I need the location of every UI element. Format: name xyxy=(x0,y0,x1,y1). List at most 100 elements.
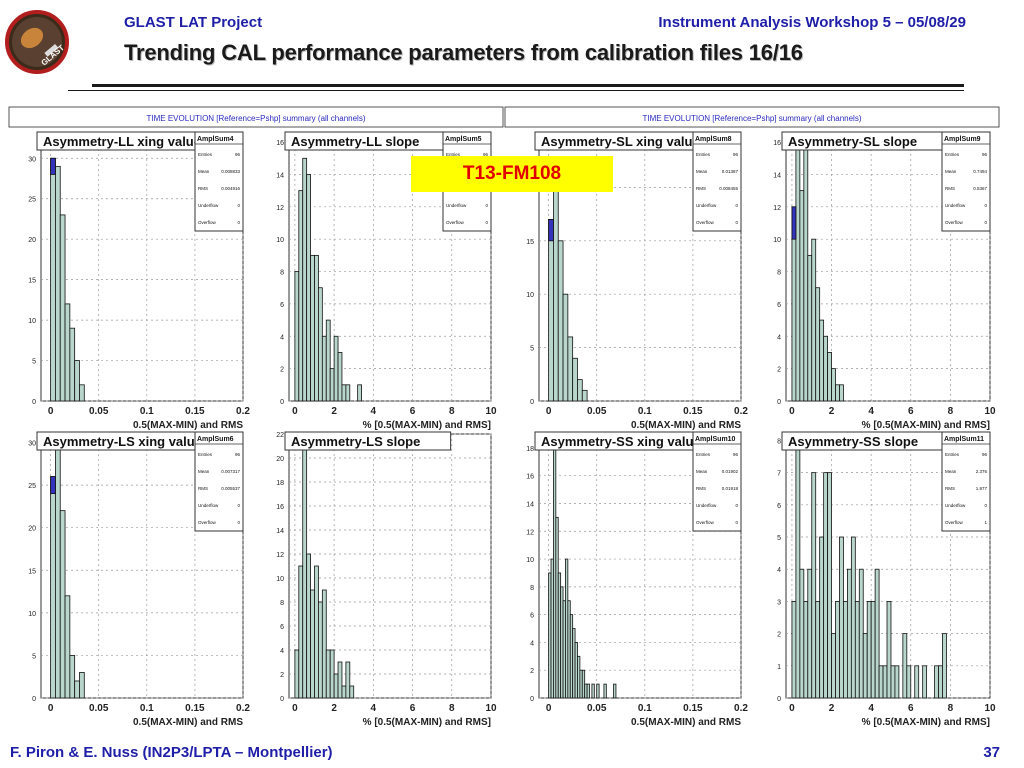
y-tick-label: 5 xyxy=(32,359,36,366)
workshop-label: Instrument Analysis Workshop 5 – 05/08/2… xyxy=(658,14,966,31)
y-tick-label: 6 xyxy=(530,613,534,620)
histogram-bar xyxy=(567,336,574,402)
stats-value: 0.008455 xyxy=(719,186,738,191)
histogram-bar xyxy=(894,665,900,699)
histogram-bar xyxy=(298,190,304,402)
histogram-bar xyxy=(795,141,801,402)
stats-value: 0 xyxy=(984,220,987,225)
histogram-bar xyxy=(64,595,71,699)
y-tick-label: 0 xyxy=(32,696,36,703)
stats-value: 1.977 xyxy=(976,486,988,491)
stats-label: Overflow xyxy=(945,520,964,525)
histogram-bar xyxy=(553,165,559,402)
stats-value: 0 xyxy=(485,220,488,225)
y-tick-label: 10 xyxy=(276,237,284,244)
x-tick-label: 0.05 xyxy=(587,406,607,417)
x-tick-label: 8 xyxy=(948,703,954,714)
x-tick-label: 6 xyxy=(908,703,914,714)
histogram-title: Asymmetry-LS xing value xyxy=(43,434,202,449)
y-tick-label: 8 xyxy=(530,585,534,592)
histogram-bar xyxy=(337,661,343,699)
y-tick-label: 10 xyxy=(28,611,36,618)
stats-label: Overflow xyxy=(198,520,217,525)
project-label: GLAST LAT Project xyxy=(124,14,263,31)
histogram-bar xyxy=(302,157,308,402)
x-tick-label: 0.1 xyxy=(638,703,652,714)
histogram-title: Asymmetry-SL slope xyxy=(788,134,917,149)
histogram-bar xyxy=(839,384,844,402)
y-tick-label: 22 xyxy=(276,432,284,439)
histogram-bar xyxy=(882,665,888,699)
histogram-bar xyxy=(596,683,600,699)
histogram-bar xyxy=(862,633,868,699)
histogram-bar xyxy=(306,174,311,402)
y-tick-label: 0 xyxy=(280,399,284,406)
histogram-panel: 0 0.05 0.1 0.15 0.2 0 2 4 6 8 10 12 14 16 18 Asymmetry-… xyxy=(526,431,748,728)
histogram-bar xyxy=(55,433,61,699)
histogram-bar xyxy=(613,683,617,699)
y-tick-label: 12 xyxy=(276,205,284,212)
stats-label: Entries xyxy=(198,452,213,457)
stats-value: 0.005537 xyxy=(221,486,240,491)
x-tick-label: 8 xyxy=(449,703,455,714)
histogram-bar xyxy=(843,601,848,699)
histogram-bar xyxy=(294,649,300,699)
x-tick-label: 0.05 xyxy=(89,406,109,417)
histogram-bar xyxy=(341,685,347,699)
highlight-bar xyxy=(791,206,797,240)
x-axis-label: % [0.5(MAX-MIN) and RMS] xyxy=(363,717,491,728)
histogram-title: Asymmetry-LS slope xyxy=(291,434,420,449)
y-tick-label: 3 xyxy=(777,599,781,606)
x-tick-label: 0 xyxy=(789,703,795,714)
y-tick-label: 4 xyxy=(777,567,781,574)
stats-label: RMS xyxy=(945,186,955,191)
histogram-bar xyxy=(357,384,362,402)
histogram-bar xyxy=(548,219,554,402)
y-tick-label: 5 xyxy=(530,346,534,353)
y-tick-label: 10 xyxy=(773,237,781,244)
x-tick-label: 0.15 xyxy=(683,406,703,417)
stats-label: Entries xyxy=(446,152,461,157)
y-tick-label: 5 xyxy=(777,535,781,542)
x-tick-label: 2 xyxy=(331,703,337,714)
x-tick-label: 2 xyxy=(829,703,835,714)
histogram-bar xyxy=(823,335,828,402)
histogram-bar xyxy=(50,476,56,699)
stats-label: Overflow xyxy=(696,520,715,525)
histogram-bar xyxy=(302,445,308,699)
stats-label: Entries xyxy=(945,152,960,157)
histogram-bar xyxy=(329,649,335,699)
histogram-bar xyxy=(321,589,327,699)
y-tick-label: 0 xyxy=(32,399,36,406)
x-tick-label: 10 xyxy=(485,703,497,714)
x-tick-label: 4 xyxy=(371,406,377,417)
histogram-bar xyxy=(886,601,892,699)
histogram-bar xyxy=(874,568,880,699)
histogram-bar xyxy=(586,683,590,699)
histogram-bar xyxy=(858,568,864,699)
x-tick-label: 0 xyxy=(48,406,54,417)
histogram-bar xyxy=(870,601,876,699)
x-tick-label: 0 xyxy=(292,703,298,714)
stats-value: 0 xyxy=(237,520,240,525)
y-tick-label: 6 xyxy=(777,302,781,309)
stats-value: 0.7494 xyxy=(973,169,987,174)
histogram-bar xyxy=(914,665,920,699)
histogram-bar xyxy=(799,568,805,699)
histogram-bar xyxy=(591,683,595,699)
histogram-bar xyxy=(850,536,856,699)
histogram-bar xyxy=(329,368,335,402)
histogram-bar xyxy=(827,472,832,699)
stats-label: Mean xyxy=(696,469,708,474)
histogram-bar xyxy=(890,665,896,699)
histogram-bar xyxy=(55,165,61,402)
stats-value: 0.01387 xyxy=(722,169,739,174)
y-tick-label: 8 xyxy=(777,438,781,445)
y-tick-label: 18 xyxy=(276,480,284,487)
x-tick-label: 6 xyxy=(908,406,914,417)
y-tick-label: 14 xyxy=(276,528,284,535)
y-tick-label: 2 xyxy=(777,367,781,374)
x-axis-label: 0.5(MAX-MIN) and RMS xyxy=(631,420,741,431)
panel-banner xyxy=(504,106,1000,128)
